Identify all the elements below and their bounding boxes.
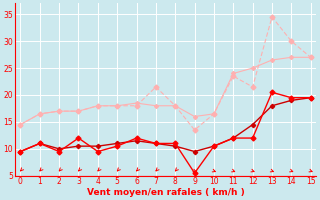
X-axis label: Vent moyen/en rafales ( km/h ): Vent moyen/en rafales ( km/h ) [87, 188, 244, 197]
